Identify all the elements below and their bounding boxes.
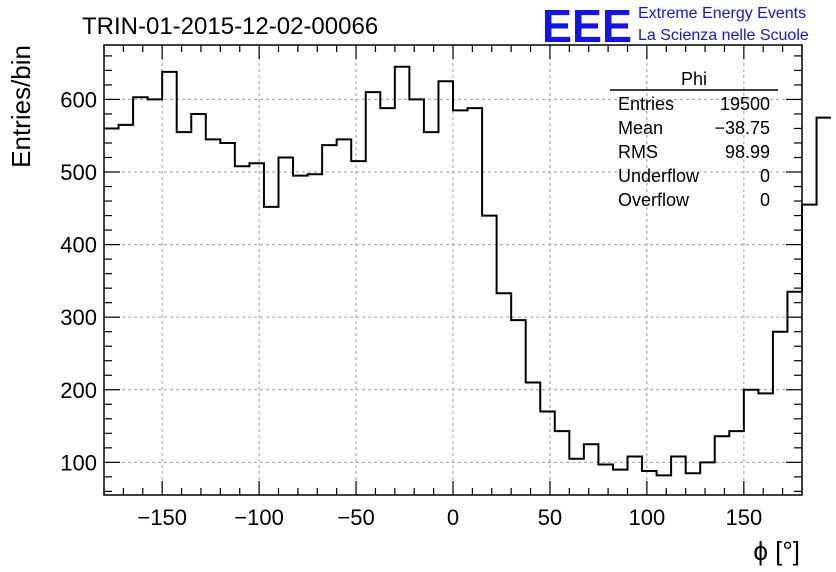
y-axis-tick-labels: 100 200 300 400 500 600: [60, 87, 97, 475]
axis-ticks: [103, 45, 803, 495]
stats-value: 98.99: [725, 142, 770, 162]
y-axis-label: Entries/bin: [6, 45, 36, 168]
stats-label: Mean: [618, 118, 663, 138]
stats-value: 19500: [720, 94, 770, 114]
stats-label: Underflow: [618, 166, 700, 186]
grid-lines: [104, 45, 802, 495]
y-tick-label: 600: [60, 87, 97, 112]
y-tick-label: 400: [60, 233, 97, 258]
stats-label: Entries: [618, 94, 674, 114]
x-axis-label: ϕ [°]: [753, 536, 800, 566]
eee-logo: EEE Extreme Energy Events La Scienza nel…: [542, 0, 809, 52]
histogram-series: [104, 65, 832, 477]
x-tick-label: 0: [447, 505, 459, 530]
stats-value: 0: [760, 190, 770, 210]
y-tick-label: 200: [60, 378, 97, 403]
stats-label: RMS: [618, 142, 658, 162]
logo-line-1: Extreme Energy Events: [638, 5, 806, 22]
x-tick-label: −100: [234, 505, 284, 530]
stats-box: Phi Entries 19500 Mean −38.75 RMS 98.99 Underf…: [610, 69, 778, 210]
y-tick-label: 500: [60, 160, 97, 185]
stats-value: 0: [760, 166, 770, 186]
x-tick-label: −50: [337, 505, 374, 530]
stats-value: −38.75: [714, 118, 770, 138]
x-axis-tick-labels: −150 −100 −50 0 50 100 150: [137, 505, 762, 530]
y-tick-label: 100: [60, 450, 97, 475]
logo-line-2: La Scienza nelle Scuole: [638, 27, 809, 44]
x-tick-label: 150: [725, 505, 762, 530]
chart-title: TRIN-01-2015-12-02-00066: [82, 13, 378, 40]
stats-label: Overflow: [618, 190, 690, 210]
x-tick-label: 100: [629, 505, 666, 530]
logo-mark: EEE: [542, 0, 632, 52]
x-tick-label: −150: [137, 505, 187, 530]
stats-title: Phi: [681, 69, 707, 89]
x-tick-label: 50: [538, 505, 562, 530]
y-tick-label: 300: [60, 305, 97, 330]
